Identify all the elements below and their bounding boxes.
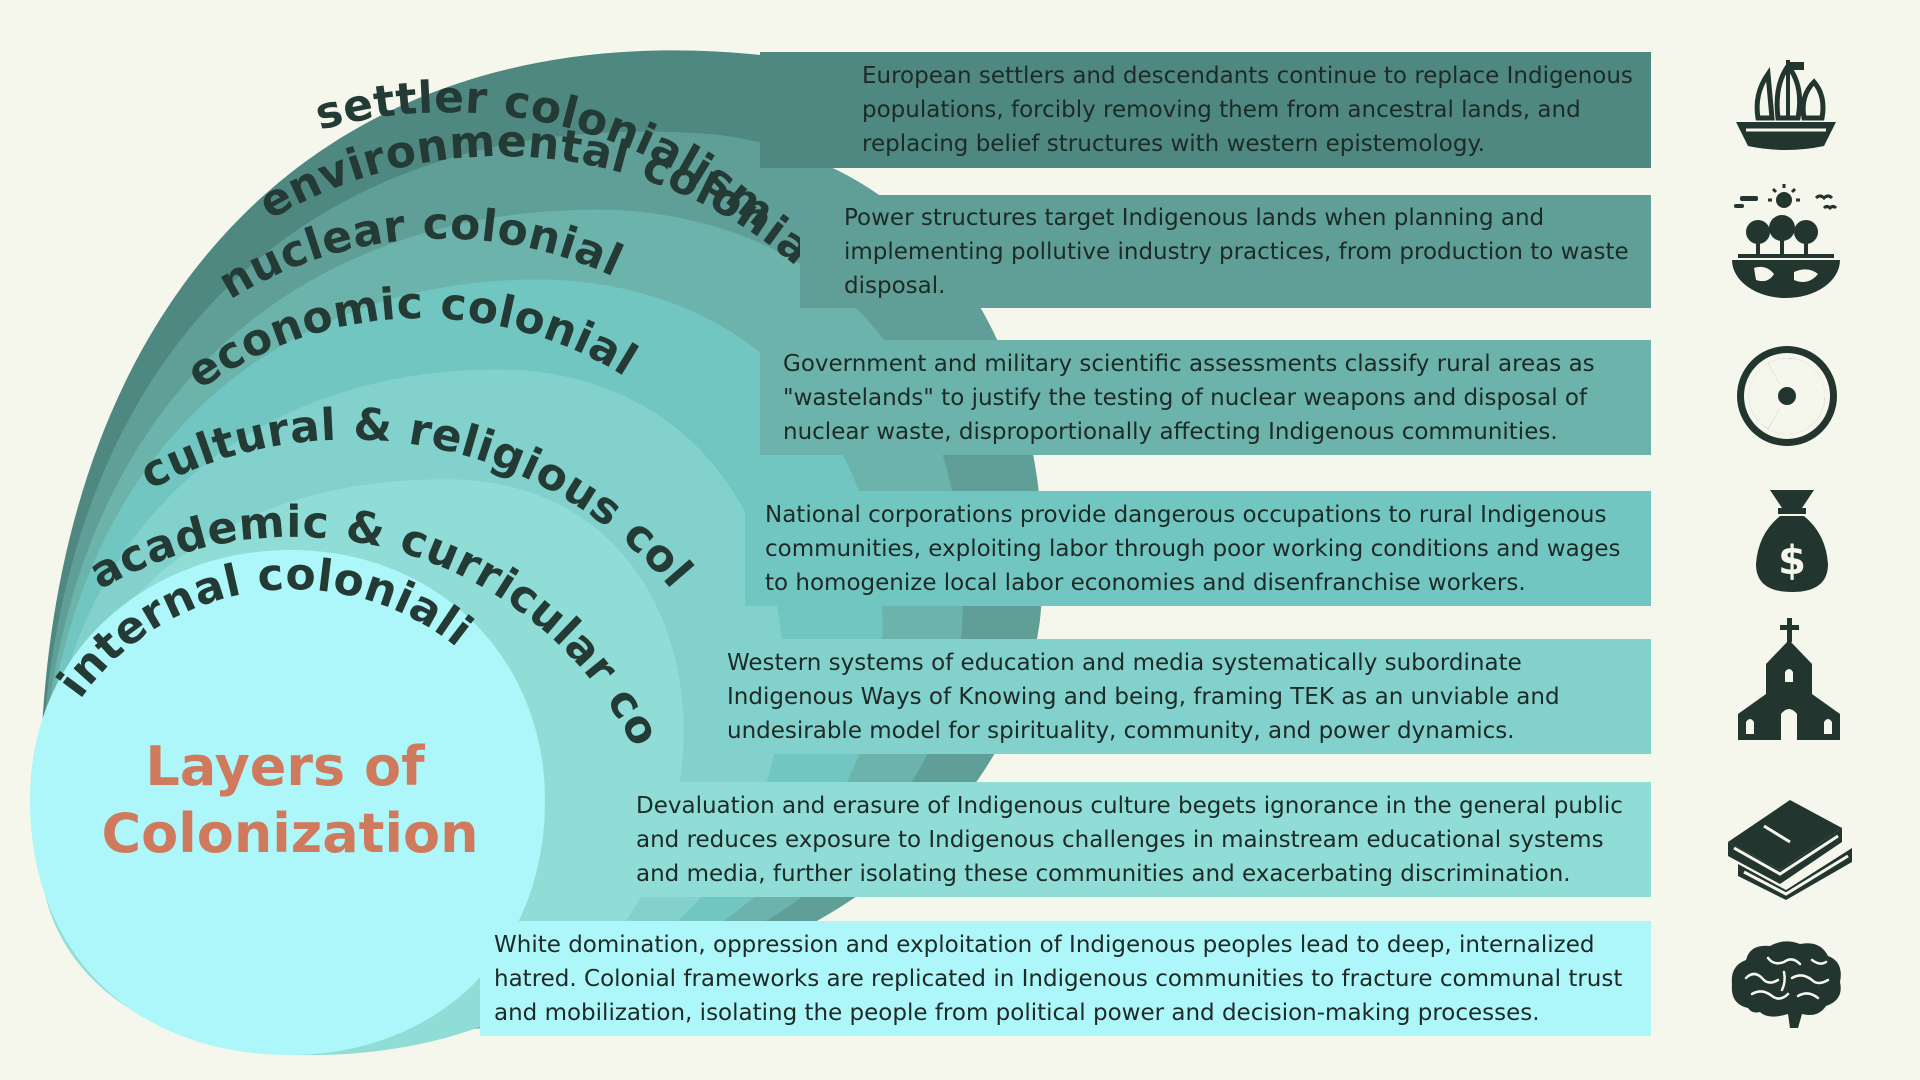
- sailing-ship-icon: [1736, 60, 1836, 150]
- band-settler: European settlers and descendants contin…: [760, 52, 1651, 168]
- earth-trees-icon: [1732, 184, 1840, 298]
- band-text-academic: Devaluation and erasure of Indigenous cu…: [636, 792, 1623, 887]
- brain-icon: [1731, 941, 1841, 1028]
- band-academic: Devaluation and erasure of Indigenous cu…: [620, 782, 1651, 897]
- band-text-nuclear: Government and military scientific asses…: [783, 350, 1595, 445]
- band-text-settler: European settlers and descendants contin…: [862, 63, 1633, 157]
- money-bag-icon: $: [1756, 490, 1828, 592]
- title-line-1: Layers of: [145, 735, 425, 798]
- diagram-title: Layers of Colonization: [101, 735, 478, 865]
- title-line-2: Colonization: [101, 802, 478, 865]
- band-environmental: Power structures target Indigenous lands…: [800, 195, 1651, 308]
- band-text-environmental: Power structures target Indigenous lands…: [844, 204, 1629, 299]
- band-internal: White domination, oppression and exploit…: [480, 921, 1651, 1036]
- books-icon: [1728, 800, 1852, 900]
- band-nuclear: Government and military scientific asses…: [760, 340, 1651, 455]
- band-cultural: Western systems of education and media s…: [710, 639, 1651, 754]
- band-text-internal: White domination, oppression and exploit…: [494, 931, 1623, 1026]
- arc-internal: [30, 550, 545, 1055]
- band-text-cultural: Western systems of education and media s…: [727, 649, 1560, 744]
- band-economic: National corporations provide dangerous …: [745, 491, 1651, 606]
- band-text-economic: National corporations provide dangerous …: [765, 501, 1621, 596]
- radiation-icon: [1737, 346, 1837, 446]
- svg-text:$: $: [1778, 538, 1806, 584]
- church-icon: [1738, 618, 1840, 740]
